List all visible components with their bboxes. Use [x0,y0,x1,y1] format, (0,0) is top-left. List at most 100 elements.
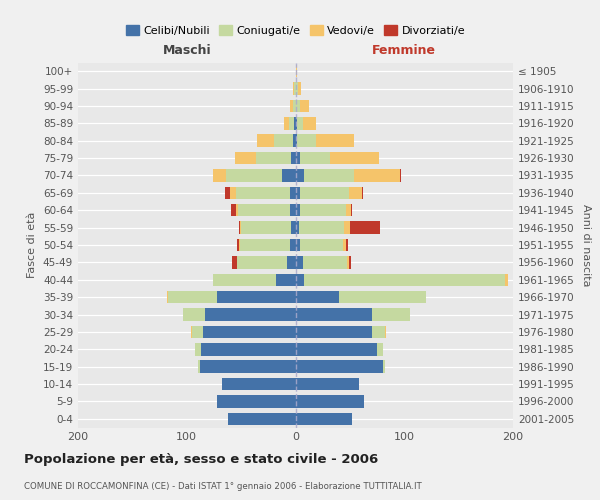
Bar [346,238,348,252]
Bar [351,204,352,216]
Bar [238,204,290,216]
Bar [296,100,300,112]
Bar [274,134,293,147]
Bar [296,360,383,373]
Bar [371,308,410,321]
Bar [296,291,339,304]
Text: COMUNE DI ROCCAMONFINA (CE) - Dati ISTAT 1° gennaio 2006 - Elaborazione TUTTITAL: COMUNE DI ROCCAMONFINA (CE) - Dati ISTAT… [24,482,422,491]
Bar [184,308,205,321]
Bar [256,152,291,164]
Bar [205,308,296,321]
Bar [225,186,230,199]
Bar [291,152,296,164]
Bar [276,274,296,286]
Bar [298,82,301,95]
Bar [236,186,290,199]
Bar [296,169,304,181]
Bar [296,152,300,164]
Text: Femmine: Femmine [372,44,436,58]
Bar [241,222,291,234]
Bar [201,343,296,355]
Bar [239,222,240,234]
Bar [197,360,200,373]
Bar [192,326,203,338]
Bar [346,204,351,216]
Bar [236,204,238,216]
Bar [290,100,293,112]
Bar [232,204,236,216]
Bar [221,378,296,390]
Bar [237,238,239,252]
Bar [296,412,352,425]
Bar [235,152,256,164]
Bar [296,82,298,95]
Y-axis label: Anni di nascita: Anni di nascita [581,204,591,286]
Bar [385,326,386,338]
Bar [296,256,303,268]
Bar [303,256,347,268]
Bar [239,238,240,252]
Bar [316,134,354,147]
Bar [383,360,385,373]
Bar [217,291,296,304]
Bar [217,395,296,407]
Bar [284,117,289,130]
Bar [377,343,383,355]
Bar [203,326,296,338]
Bar [230,186,236,199]
Bar [228,412,296,425]
Bar [303,117,316,130]
Bar [300,100,308,112]
Bar [347,256,349,268]
Bar [168,291,217,304]
Bar [304,169,354,181]
Bar [304,274,505,286]
Bar [240,222,241,234]
Bar [296,343,377,355]
Bar [213,274,276,286]
Bar [296,326,371,338]
Bar [349,256,351,268]
Bar [354,169,400,181]
Bar [400,169,401,181]
Bar [196,343,201,355]
Bar [296,117,303,130]
Bar [296,308,371,321]
Bar [200,360,296,373]
Bar [295,117,296,130]
Bar [344,222,350,234]
Bar [289,117,295,130]
Bar [213,169,226,181]
Bar [349,186,362,199]
Bar [296,186,300,199]
Bar [296,204,300,216]
Bar [293,134,296,147]
Bar [296,134,316,147]
Bar [226,169,283,181]
Bar [371,326,385,338]
Bar [240,238,290,252]
Bar [237,256,287,268]
Bar [287,256,296,268]
Bar [257,134,274,147]
Bar [300,186,349,199]
Bar [167,291,168,304]
Bar [300,204,346,216]
Bar [339,291,426,304]
Bar [290,186,296,199]
Bar [362,186,363,199]
Bar [295,82,296,95]
Bar [293,100,296,112]
Bar [343,238,346,252]
Bar [291,222,296,234]
Bar [300,152,331,164]
Bar [293,82,295,95]
Bar [296,274,304,286]
Bar [283,169,296,181]
Bar [331,152,379,164]
Legend: Celibi/Nubili, Coniugati/e, Vedovi/e, Divorziati/e: Celibi/Nubili, Coniugati/e, Vedovi/e, Di… [121,20,470,40]
Bar [296,395,364,407]
Bar [296,222,299,234]
Bar [505,274,508,286]
Bar [296,238,300,252]
